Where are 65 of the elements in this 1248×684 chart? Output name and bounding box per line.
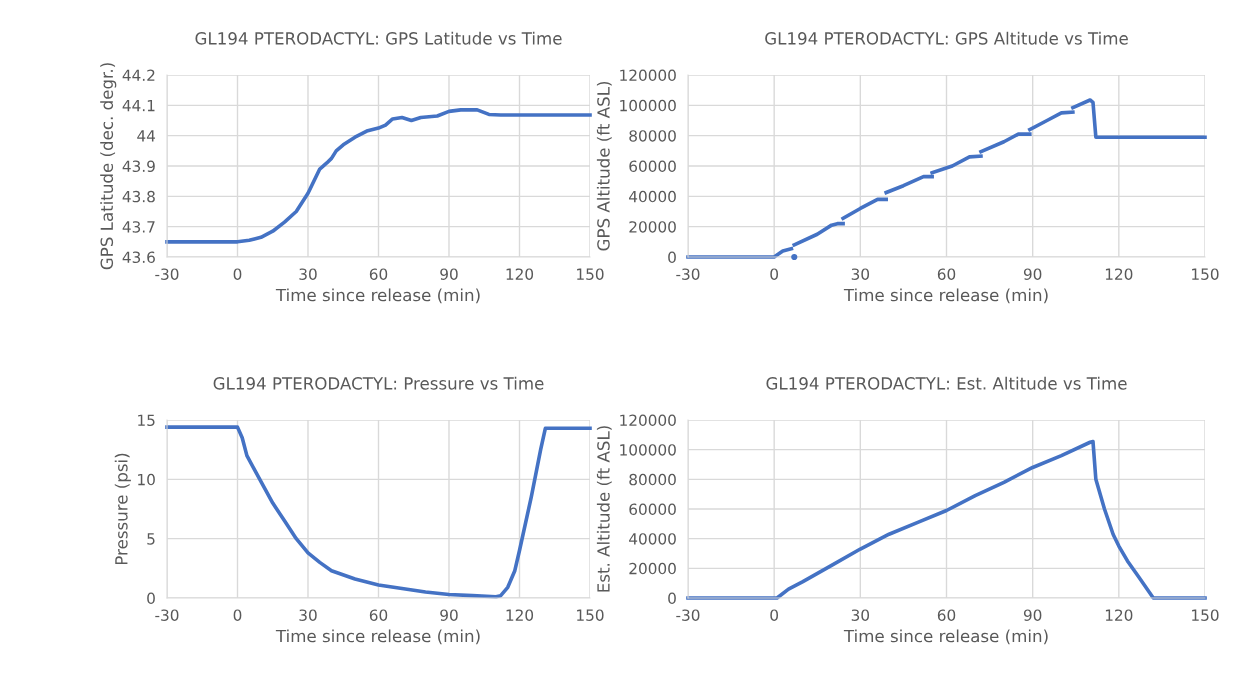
x-tick-label: 150 bbox=[577, 268, 604, 280]
x-axis-title: Time since release (min) bbox=[275, 629, 480, 645]
y-tick-label: 60000 bbox=[629, 503, 676, 516]
y-tick-label: 100000 bbox=[620, 99, 676, 112]
y-tick-label: 40000 bbox=[629, 190, 676, 203]
y-tick-label: 120000 bbox=[620, 414, 676, 427]
y-tick-label: 100000 bbox=[620, 444, 676, 456]
x-tick-label: 30 bbox=[299, 609, 317, 621]
chart-title: GL194 PTERODACTYL: GPS Altitude vs Time bbox=[765, 31, 1128, 45]
x-tick-label: 120 bbox=[1105, 268, 1133, 280]
x-tick-label: 60 bbox=[937, 268, 956, 280]
x-tick-label: 120 bbox=[506, 268, 534, 280]
y-axis-title: Pressure (psi) bbox=[114, 453, 131, 565]
y-tick-label: 43.6 bbox=[122, 251, 155, 264]
x-axis-title: Time since release (min) bbox=[843, 629, 1048, 645]
y-tick-label: 20000 bbox=[629, 221, 676, 233]
x-tick-label: 30 bbox=[299, 268, 317, 280]
y-axis-title: Est. Altitude (ft ASL) bbox=[596, 426, 612, 592]
x-tick-label: 30 bbox=[851, 609, 870, 621]
x-tick-label: 90 bbox=[440, 268, 458, 280]
x-tick-label: 90 bbox=[440, 609, 458, 621]
y-tick-label: 80000 bbox=[629, 130, 676, 142]
y-tick-label: 5 bbox=[147, 533, 155, 545]
x-tick-label: 30 bbox=[851, 268, 870, 280]
x-tick-label: -30 bbox=[676, 268, 700, 280]
y-tick-label: 120000 bbox=[620, 69, 676, 82]
x-tick-label: 120 bbox=[506, 609, 534, 621]
y-tick-label: 0 bbox=[668, 251, 676, 264]
x-tick-label: 60 bbox=[369, 609, 388, 621]
x-tick-label: 90 bbox=[1023, 268, 1042, 280]
y-axis-title: GPS Altitude (ft ASL) bbox=[596, 81, 612, 251]
y-tick-label: 43.8 bbox=[122, 190, 155, 203]
x-tick-label: 150 bbox=[1192, 268, 1219, 280]
y-tick-label: 44.1 bbox=[122, 100, 155, 112]
y-tick-label: 43.7 bbox=[122, 221, 155, 233]
x-axis-title: Time since release (min) bbox=[843, 288, 1048, 304]
x-tick-label: -30 bbox=[155, 609, 179, 621]
y-tick-label: 80000 bbox=[629, 473, 676, 486]
y-tick-label: 43.9 bbox=[122, 160, 155, 173]
x-tick-label: 90 bbox=[1023, 609, 1042, 621]
x-tick-label: 150 bbox=[1192, 609, 1219, 621]
x-tick-label: 150 bbox=[577, 609, 604, 621]
x-tick-label: -30 bbox=[676, 609, 700, 621]
chart-title: GL194 PTERODACTYL: Pressure vs Time bbox=[213, 376, 544, 390]
y-tick-label: 44 bbox=[137, 130, 156, 142]
x-tick-label: 0 bbox=[770, 268, 779, 280]
y-tick-label: 0 bbox=[668, 592, 676, 605]
x-tick-label: -30 bbox=[155, 268, 179, 280]
x-axis-title: Time since release (min) bbox=[275, 288, 480, 304]
x-tick-label: 60 bbox=[369, 268, 388, 280]
y-tick-label: 44.2 bbox=[122, 69, 155, 81]
y-tick-label: 20000 bbox=[629, 562, 676, 575]
x-tick-label: 0 bbox=[233, 268, 242, 280]
y-tick-label: 15 bbox=[138, 414, 155, 427]
y-tick-label: 10 bbox=[138, 473, 155, 486]
chart-title: GL194 PTERODACTYL: Est. Altitude vs Time bbox=[766, 376, 1127, 390]
x-tick-label: 0 bbox=[770, 609, 779, 621]
x-tick-label: 60 bbox=[937, 609, 956, 621]
chart-title: GL194 PTERODACTYL: GPS Latitude vs Time bbox=[195, 31, 562, 45]
y-tick-label: 40000 bbox=[629, 533, 676, 545]
x-tick-label: 120 bbox=[1105, 609, 1133, 621]
y-tick-label: 60000 bbox=[629, 160, 676, 173]
y-axis-title: GPS Latitude (dec. degr.) bbox=[100, 63, 117, 270]
x-tick-label: 0 bbox=[233, 609, 242, 621]
y-tick-label: 0 bbox=[147, 592, 155, 605]
